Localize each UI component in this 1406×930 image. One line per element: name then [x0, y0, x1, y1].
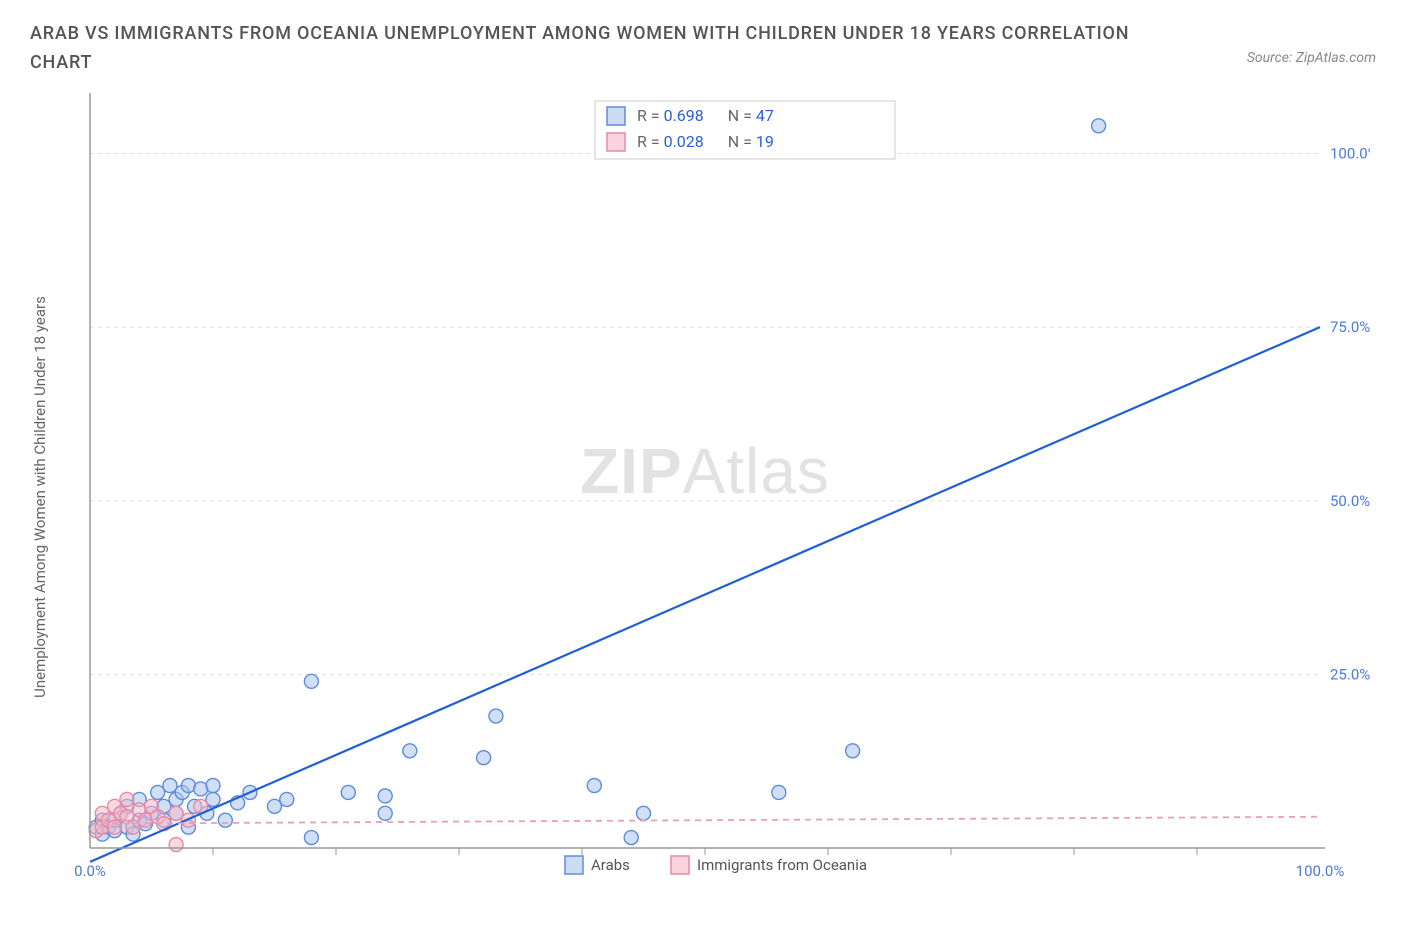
legend-swatch: [671, 856, 689, 874]
data-point: [587, 778, 601, 792]
legend-swatch: [607, 107, 625, 125]
x-tick-label: 100.0%: [1296, 862, 1345, 880]
data-point: [169, 837, 183, 851]
legend-label: Immigrants from Oceania: [697, 856, 867, 874]
y-tick-label: 50.0%: [1330, 491, 1370, 509]
data-point: [637, 806, 651, 820]
data-point: [120, 792, 134, 806]
data-point: [846, 743, 860, 757]
legend-label: Arabs: [591, 856, 630, 874]
data-point: [304, 830, 318, 844]
chart-title: ARAB VS IMMIGRANTS FROM OCEANIA UNEMPLOY…: [30, 20, 1130, 78]
y-axis-label: Unemployment Among Women with Children U…: [31, 296, 49, 698]
y-tick-label: 25.0%: [1330, 665, 1370, 683]
x-tick-label: 0.0%: [74, 862, 106, 880]
chart-container: Unemployment Among Women with Children U…: [70, 88, 1376, 888]
data-point: [477, 750, 491, 764]
data-point: [108, 820, 122, 834]
data-point: [772, 785, 786, 799]
watermark: ZIPAtlas: [580, 435, 830, 507]
legend-swatch: [607, 133, 625, 151]
y-tick-label: 100.0%: [1330, 144, 1370, 162]
legend-swatch: [565, 856, 583, 874]
data-point: [1092, 118, 1106, 132]
data-point: [489, 709, 503, 723]
chart-header: ARAB VS IMMIGRANTS FROM OCEANIA UNEMPLOY…: [30, 20, 1376, 78]
data-point: [218, 813, 232, 827]
data-point: [280, 792, 294, 806]
data-point: [304, 674, 318, 688]
data-point: [206, 778, 220, 792]
data-point: [403, 743, 417, 757]
data-point: [378, 806, 392, 820]
y-tick-label: 75.0%: [1330, 318, 1370, 336]
trend-line: [90, 327, 1320, 862]
data-point: [378, 789, 392, 803]
scatter-chart: 25.0%50.0%75.0%100.0%ZIPAtlas0.0%100.0%R…: [70, 88, 1370, 888]
chart-source: Source: ZipAtlas.com: [1247, 50, 1376, 66]
data-point: [624, 830, 638, 844]
data-point: [341, 785, 355, 799]
trend-line: [90, 816, 1320, 823]
